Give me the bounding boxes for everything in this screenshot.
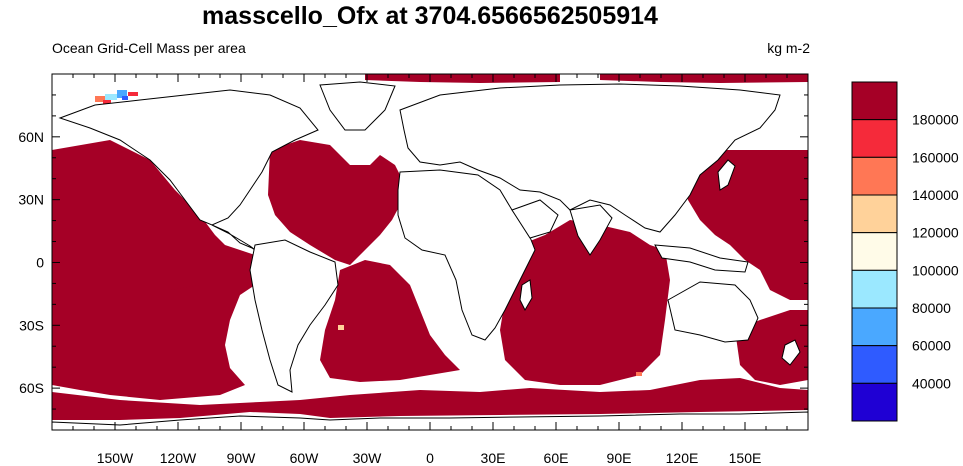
australia <box>667 281 759 343</box>
x-tick-label: 30W <box>353 450 383 466</box>
europe-asia <box>399 83 781 233</box>
colorbar-label: 180000 <box>912 112 959 128</box>
colorbar-box <box>851 232 898 271</box>
x-tick-label: 150W <box>97 450 134 466</box>
y-tick-label: 30N <box>18 192 44 208</box>
x-tick-label: 0 <box>426 450 434 466</box>
map-area: 150W 120W 90W 60W 30W 0 30E 60E 90E 120E 150E 60N 3… <box>18 73 809 466</box>
speckle-orange-2 <box>636 372 642 376</box>
colorbar-box <box>851 269 898 309</box>
india <box>569 204 613 256</box>
ocean-speckles <box>95 90 642 376</box>
x-axis-ticks: 150W 120W 90W 60W 30W 0 30E 60E 90E 120E 150E <box>97 74 762 466</box>
speckle-peach <box>338 325 344 330</box>
colorbar-box <box>851 345 898 384</box>
southeast-asia-islands <box>654 244 749 273</box>
colorbar-label: 120000 <box>912 225 959 241</box>
minor-ticks <box>52 74 808 430</box>
colorbar-box <box>851 156 898 196</box>
x-tick-label: 30E <box>481 450 506 466</box>
x-tick-label: 150E <box>729 450 762 466</box>
colorbar-label: 140000 <box>912 187 959 203</box>
x-tick-label: 120W <box>160 450 197 466</box>
greenland <box>319 81 396 131</box>
africa <box>397 169 536 341</box>
colorbar-box <box>851 382 898 422</box>
ocean-atlantic-south <box>320 260 460 382</box>
ocean-fill <box>52 74 808 420</box>
ocean-atlantic-north <box>268 140 405 265</box>
speckle-lightblue <box>105 94 117 100</box>
y-tick-label: 60S <box>19 380 44 396</box>
ocean-east-pacific-south <box>170 285 230 345</box>
ocean-indian <box>500 220 670 385</box>
colorbar-box <box>851 307 898 347</box>
y-tick-label: 60N <box>18 129 44 145</box>
colorbar: 180000 160000 140000 120000 100000 80000 60000… <box>851 81 959 422</box>
speckle-darkblue <box>122 96 128 100</box>
x-tick-label: 120E <box>666 450 699 466</box>
ocean-southern <box>52 378 808 420</box>
x-tick-label: 90W <box>227 450 257 466</box>
y-axis-ticks: 60N 30N 0 30S 60S <box>18 129 808 396</box>
north-america <box>58 89 319 226</box>
colorbar-label: 40000 <box>912 375 951 391</box>
colorbar-boxes <box>851 81 898 422</box>
speckle-red <box>103 100 111 104</box>
coastlines <box>51 81 809 431</box>
madagascar <box>519 279 533 312</box>
colorbar-box <box>851 119 898 158</box>
japan <box>717 159 736 191</box>
colorbar-box <box>851 194 898 234</box>
speckle-orange <box>95 96 105 102</box>
colorbar-label: 100000 <box>912 262 959 278</box>
chart-subtitle: Ocean Grid-Cell Mass per area <box>52 40 246 56</box>
colorbar-box <box>851 81 898 121</box>
ocean-arctic-cap <box>365 74 560 83</box>
chart-title: masscello_Ofx at 3704.6566562505914 <box>202 2 658 30</box>
units-label: kg m-2 <box>767 40 810 56</box>
colorbar-label: 80000 <box>912 300 951 316</box>
ocean-west-pacific <box>680 150 808 300</box>
y-tick-label: 0 <box>36 254 44 270</box>
colorbar-label: 160000 <box>912 149 959 165</box>
south-america <box>249 239 339 393</box>
x-tick-label: 60E <box>544 450 569 466</box>
x-tick-label: 90E <box>607 450 632 466</box>
ocean-arctic-east <box>600 74 808 83</box>
speckle-blue <box>117 90 127 98</box>
speckle-red-2 <box>128 92 138 96</box>
x-tick-label: 60W <box>290 450 320 466</box>
y-tick-label: 30S <box>19 317 44 333</box>
arabia <box>511 199 559 239</box>
new-zealand <box>781 339 801 366</box>
colorbar-labels: 180000 160000 140000 120000 100000 80000 60000… <box>912 112 959 392</box>
colorbar-label: 60000 <box>912 338 951 354</box>
